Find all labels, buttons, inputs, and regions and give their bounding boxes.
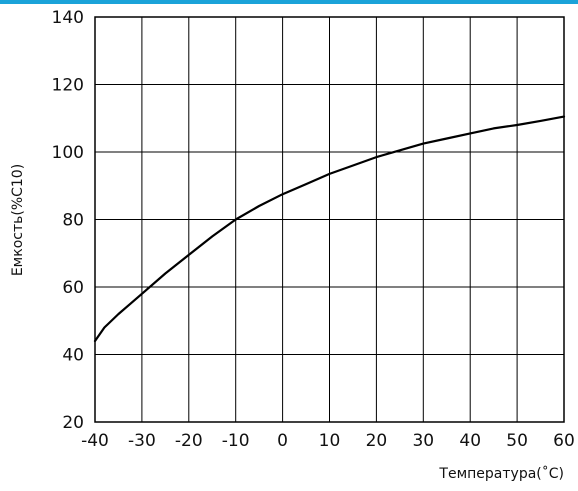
top-accent-bar: [0, 0, 578, 4]
x-tick-label: 20: [366, 431, 388, 451]
x-tick-label: -40: [81, 431, 109, 451]
y-tick-labels: 20 40 60 80 100 120 140: [52, 8, 84, 433]
y-tick-label: 60: [62, 278, 84, 298]
curve-layer: [93, 115, 566, 343]
x-tick-labels: -40 -30 -20 -10 0 10 20 30 40 50 60: [81, 431, 575, 451]
y-tick-label: 40: [62, 346, 84, 366]
y-tick-label: 120: [52, 76, 84, 96]
x-tick-label: 40: [459, 431, 481, 451]
x-axis-label: Температура(˚C): [438, 465, 564, 482]
y-tick-label: 100: [52, 143, 84, 163]
y-tick-label: 20: [62, 413, 84, 433]
y-axis-label: Емкость(%C10): [10, 164, 26, 276]
y-tick-label: 80: [62, 211, 84, 231]
grid: [94, 16, 565, 423]
x-tick-label: 0: [277, 431, 288, 451]
capacity-curve: [93, 115, 566, 343]
x-tick-label: -30: [128, 431, 156, 451]
x-tick-label: 10: [319, 431, 341, 451]
x-tick-label: 60: [553, 431, 575, 451]
y-tick-label: 140: [52, 8, 84, 28]
x-tick-label: 50: [506, 431, 528, 451]
x-tick-label: -10: [222, 431, 250, 451]
x-tick-label: 30: [412, 431, 434, 451]
x-tick-label: -20: [175, 431, 203, 451]
